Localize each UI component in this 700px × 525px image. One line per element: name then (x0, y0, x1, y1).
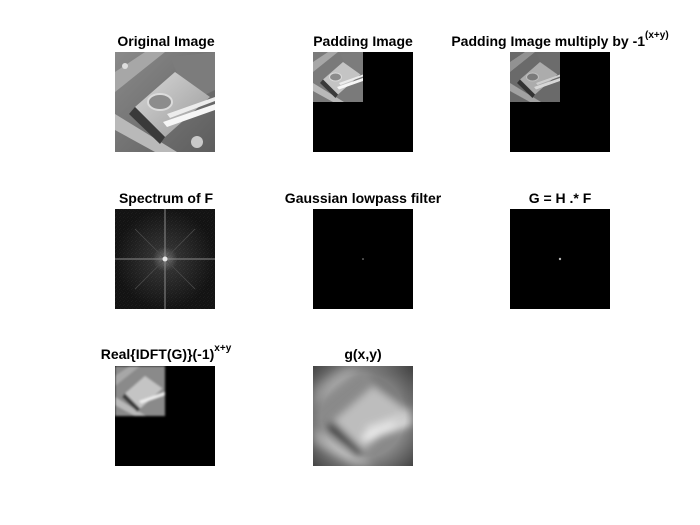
padding-multiply-graphic (510, 52, 610, 152)
spectrum-graphic (115, 209, 215, 309)
real-idft-graphic (115, 366, 215, 466)
gxy-graphic (313, 366, 413, 466)
gaussian-filter-graphic (313, 209, 413, 309)
original-image-graphic (115, 52, 215, 152)
gaussian-filter-image (313, 209, 413, 309)
panel-title-gaussian: Gaussian lowpass filter (284, 190, 442, 206)
original-image (115, 52, 215, 152)
panel-title-original-image: Original Image (117, 33, 215, 49)
real-idft-image (115, 366, 215, 466)
panel-title-real-idft: Real{IDFT(G)}(-1)x+y (100, 343, 232, 362)
padding-image (313, 52, 413, 152)
gxy-image (313, 366, 413, 466)
panel-title-spectrum: Spectrum of F (118, 190, 214, 206)
panel-title-real-idft-sup: x+y (214, 343, 232, 355)
panel-title-gxy: g(x,y) (344, 346, 382, 362)
panel-title-padding-multiply-sup: (x+y) (645, 30, 669, 42)
padding-image-graphic (313, 52, 413, 152)
g-equals-hf-image (510, 209, 610, 309)
padding-multiply-image (510, 52, 610, 152)
panel-title-padding-multiply: Padding Image multiply by -1(x+y) (451, 30, 669, 49)
panel-title-padding-image: Padding Image (313, 33, 413, 49)
g-equals-hf-graphic (510, 209, 610, 309)
panel-title-g-equals-hf: G = H .* F (528, 190, 592, 206)
spectrum-image (115, 209, 215, 309)
